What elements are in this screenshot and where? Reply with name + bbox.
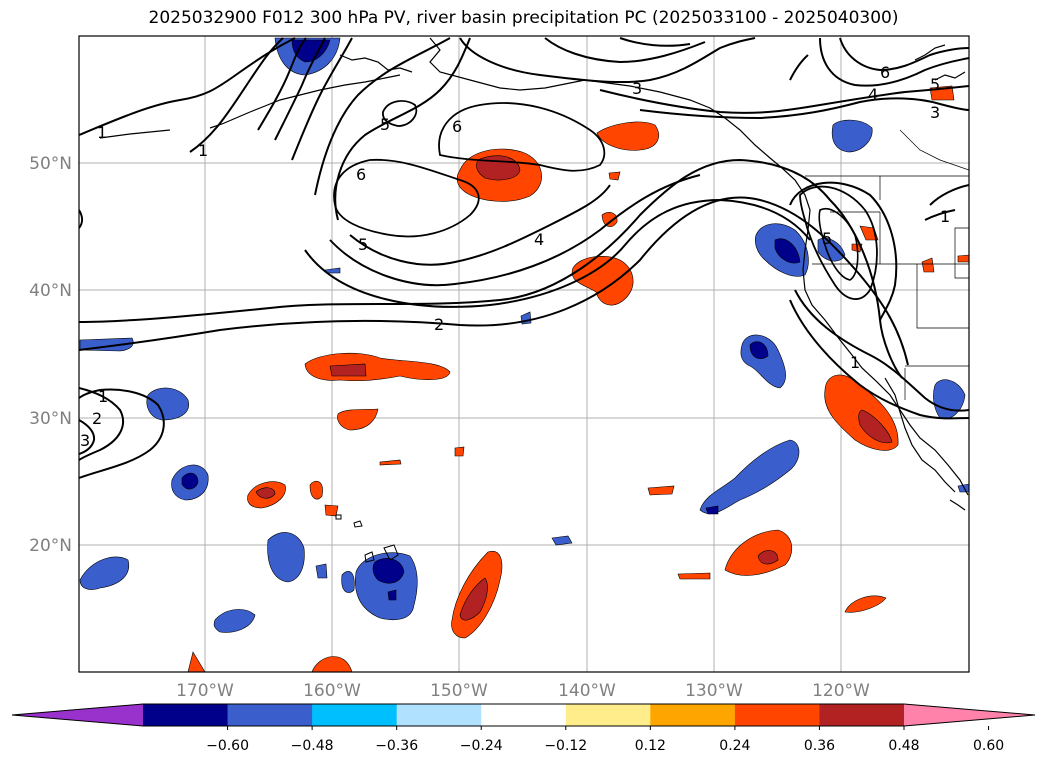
contour-label: 5 [380,115,390,134]
colorbar-tick-label: 0.24 [719,738,750,754]
coastlines [99,37,969,511]
colorbar-swatch [650,704,736,726]
map-panel [79,36,969,672]
lat-label-40n: 40°N [29,281,72,301]
colorbar-extend-low [12,704,143,726]
contour-label: 1 [198,141,208,160]
colorbar-swatch [396,704,482,726]
colorbar-tick-label: 0.48 [888,738,919,754]
colorbar-swatch [227,704,313,726]
latitude-labels: 50°N 40°N 30°N 20°N [29,154,72,556]
contour-label: 3 [930,103,940,122]
lon-label-130w: 130°W [685,681,743,701]
colorbar-tick-label: −0.24 [460,738,503,754]
colorbar-tick-label: −0.60 [206,738,249,754]
colorbar-swatch [565,704,651,726]
contour-label: 1 [940,207,950,226]
contour-label: 1 [850,353,860,372]
colorbar-extend-high [904,704,1035,726]
islands [335,514,399,563]
contour-label: 1 [98,387,108,406]
colorbar-tick-label: −0.36 [375,738,418,754]
contour-label: 1 [97,123,107,142]
borders [805,129,969,400]
contour-label: 6 [452,117,462,136]
map-frame [78,35,970,673]
lon-label-140w: 140°W [558,681,616,701]
contour-label: 6 [356,165,366,184]
contour-label: 5 [358,235,368,254]
colorbar-tick-label: 0.36 [804,738,835,754]
colorbar: −0.60 −0.48 −0.36 −0.24 −0.12 0.12 0.24 0.36 0.4… [11,703,1036,754]
colorbar-tick-label: −0.12 [544,738,587,754]
colorbar-tick-label: −0.48 [291,738,334,754]
colorbar-outline [11,703,1036,727]
lon-label-150w: 150°W [430,681,488,701]
contour-label: 2 [434,315,444,334]
contour-label: 4 [534,230,544,249]
map-title: 2025032900 F012 300 hPa PV, river basin … [148,8,899,28]
contour-label: 3 [632,79,642,98]
lat-label-20n: 20°N [29,536,72,556]
contour-label-group: 1 1 2 3 4 5 6 6 5 4 3 5 6 1 5 1 2 3 1 [80,63,950,450]
colorbar-tick-label: 0.12 [635,738,666,754]
lon-label-120w: 120°W [812,681,870,701]
contour-label: 4 [868,85,878,104]
colorbar-swatch [819,704,905,726]
lat-label-50n: 50°N [29,154,72,174]
colorbar-swatch [143,704,229,726]
colorbar-swatch [734,704,820,726]
colorbar-swatch [481,704,567,726]
contour-label: 3 [80,431,90,450]
contour-label: 6 [880,63,890,82]
longitude-labels: 170°W 160°W 150°W 140°W 130°W 120°W [176,681,870,701]
contour-label: 2 [92,409,102,428]
precipitation-shading [79,37,969,672]
contour-label: 5 [822,229,832,248]
contour-label: 5 [930,75,940,94]
lon-label-170w: 170°W [176,681,234,701]
colorbar-swatch [312,704,398,726]
lat-label-30n: 30°N [29,409,72,429]
lon-label-160w: 160°W [303,681,361,701]
colorbar-tick-label: 0.60 [973,738,1004,754]
pv-contours [79,37,969,479]
